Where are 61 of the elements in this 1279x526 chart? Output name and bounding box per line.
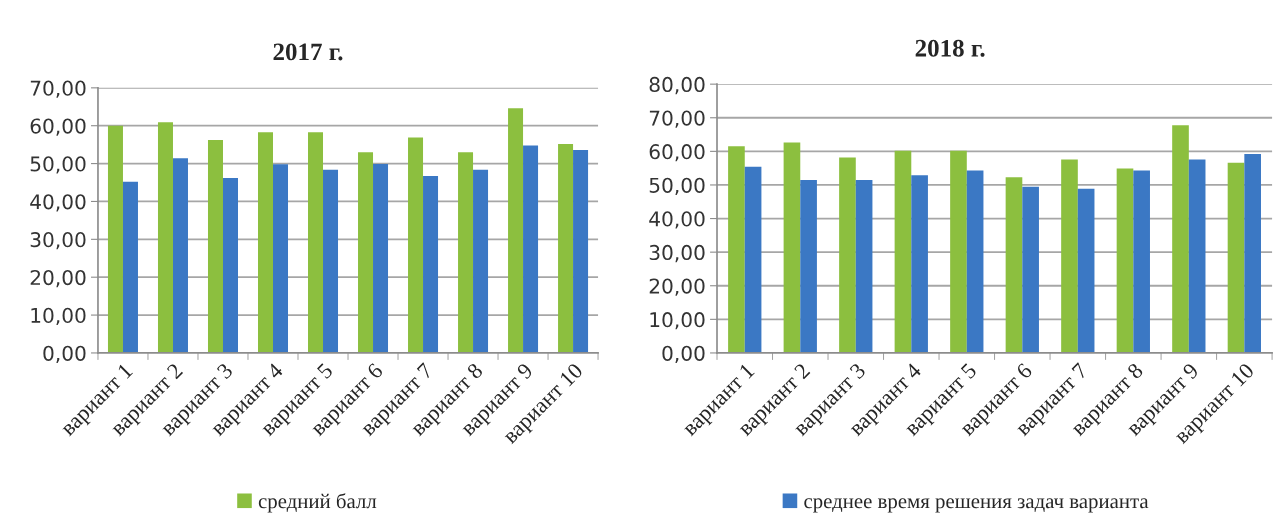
- bar: [358, 152, 374, 353]
- y-tick-label: 80,00: [649, 76, 705, 95]
- bar: [458, 152, 474, 353]
- y-tick-label: 50,00: [30, 156, 86, 174]
- y-tick-label: 10,00: [31, 307, 86, 326]
- y-tick-label: 60,00: [30, 118, 86, 136]
- y-tick-label: 70,00: [30, 80, 86, 98]
- bar: [172, 158, 188, 353]
- bar: [1005, 177, 1023, 353]
- bar: [273, 164, 289, 353]
- bar: [783, 142, 801, 353]
- y-tick-label: 10,00: [650, 312, 705, 330]
- y-tick-label: 30,00: [30, 232, 86, 250]
- bar: [157, 122, 173, 353]
- bar: [1172, 125, 1189, 353]
- bar: [323, 169, 339, 353]
- bar: [573, 149, 589, 353]
- y-tick-label: 60,00: [649, 144, 705, 162]
- bar: [800, 179, 817, 353]
- y-tick-label: 30,00: [649, 244, 705, 263]
- bar: [222, 177, 238, 353]
- y-tick-label: 0,00: [662, 345, 705, 363]
- bar: [473, 169, 489, 353]
- chart-title: 2018 г.: [915, 39, 985, 57]
- bar: [373, 163, 389, 353]
- legend-label: средний балл: [258, 493, 377, 513]
- bar: [911, 175, 928, 353]
- bar: [728, 146, 745, 353]
- legend-label: среднее время решения задач варианта: [804, 498, 1149, 513]
- y-tick-label: 40,00: [649, 211, 705, 229]
- y-tick-label: 50,00: [649, 177, 705, 195]
- chart-title: 2017 г.: [273, 43, 343, 61]
- bar: [894, 150, 912, 353]
- y-tick-label: 70,00: [649, 110, 705, 128]
- bar: [408, 137, 424, 353]
- bar: [744, 166, 762, 353]
- bar: [508, 108, 524, 353]
- y-tick-label: 40,00: [30, 194, 86, 212]
- bar: [1133, 170, 1150, 353]
- bar: [207, 140, 223, 353]
- bar: [1188, 159, 1206, 353]
- bar: [1116, 168, 1134, 353]
- y-tick-label: 20,00: [649, 278, 705, 296]
- bar: [423, 176, 439, 353]
- bar: [558, 143, 574, 353]
- bar: [839, 157, 856, 353]
- y-tick-label: 20,00: [30, 269, 86, 288]
- y-tick-label: 0,00: [43, 345, 86, 363]
- bar: [1077, 188, 1095, 353]
- bar: [308, 132, 324, 353]
- bar: [1227, 162, 1245, 353]
- bar: [122, 181, 138, 353]
- bar: [950, 150, 967, 353]
- bar: [1022, 186, 1039, 353]
- bar: [107, 125, 123, 353]
- bar: [1244, 154, 1261, 353]
- bar: [523, 145, 539, 353]
- bar: [966, 170, 984, 353]
- bar: [855, 179, 873, 353]
- bar: [1061, 159, 1078, 353]
- bar: [258, 132, 273, 353]
